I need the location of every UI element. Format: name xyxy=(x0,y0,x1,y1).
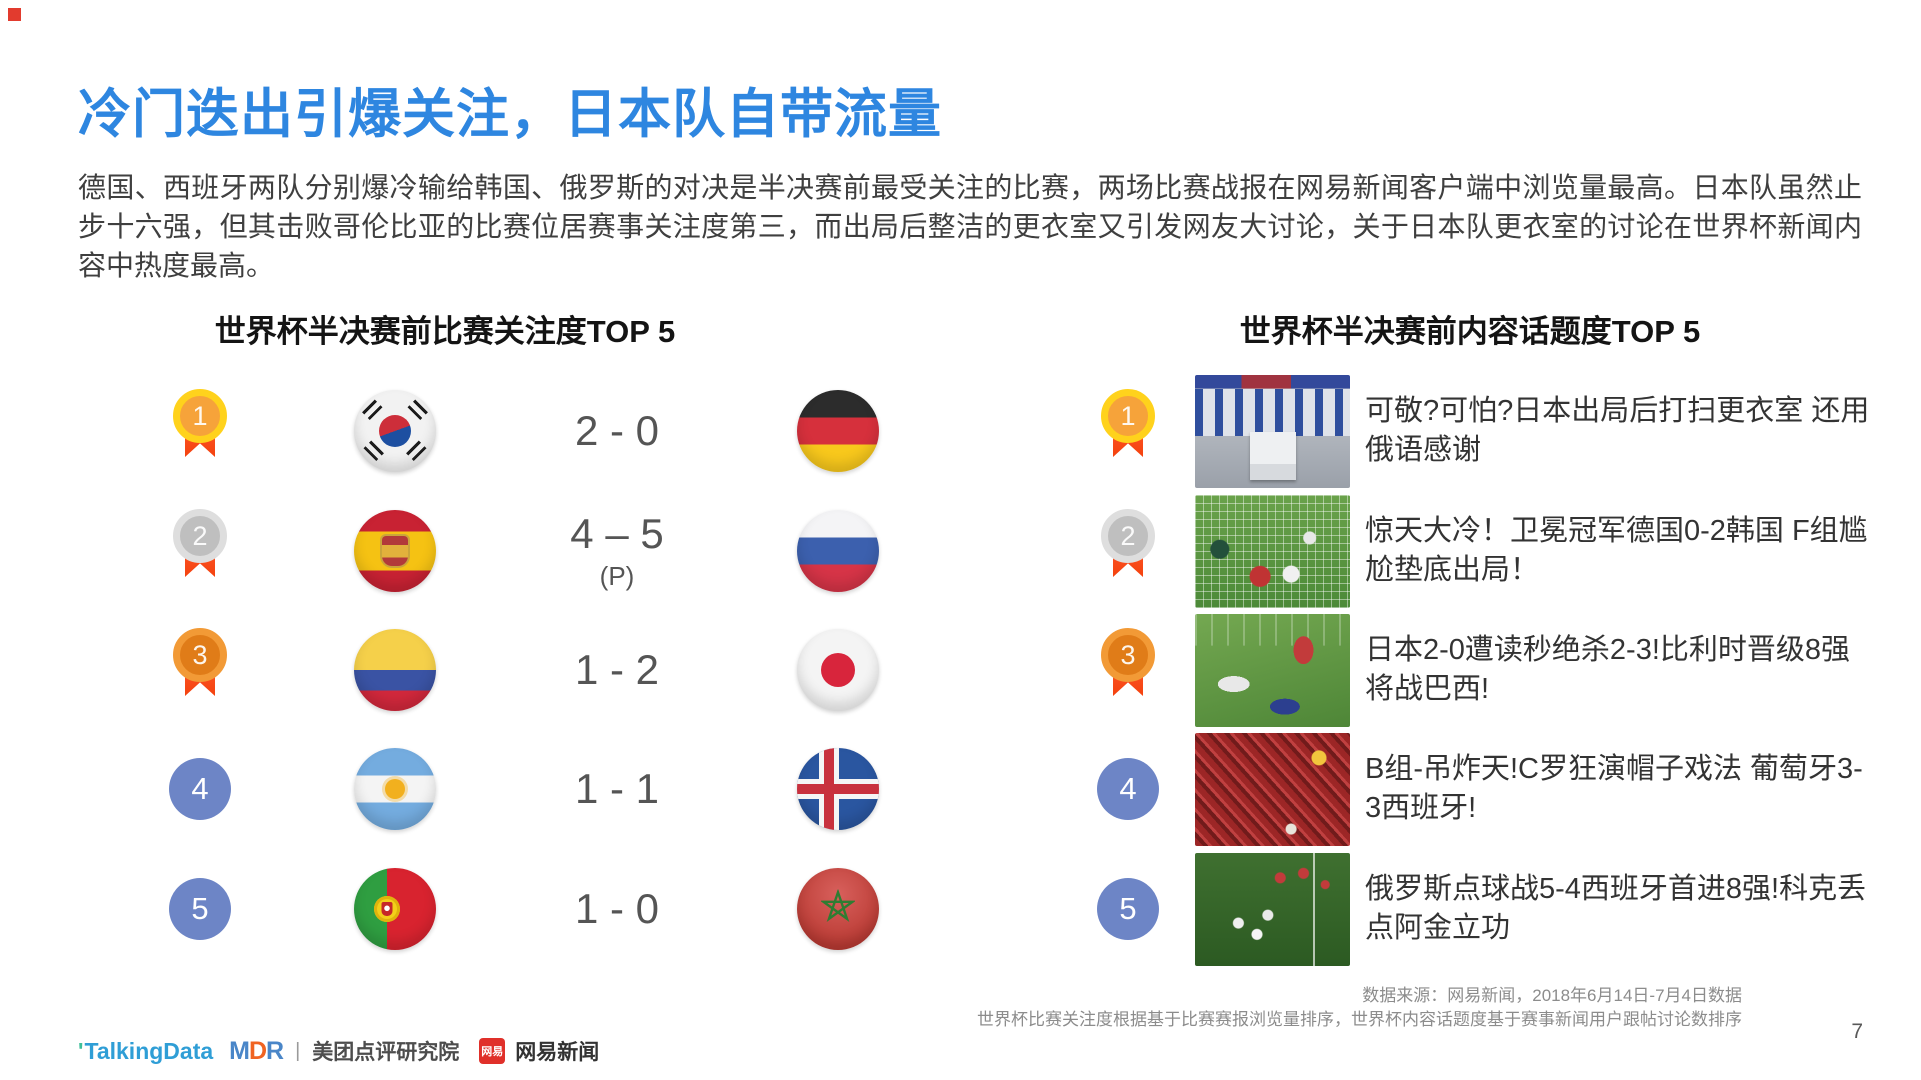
flag-morocco-icon xyxy=(797,868,879,950)
flag-colombia-icon xyxy=(354,629,436,711)
source-line-1: 数据来源：网易新闻，2018年6月14日-7月4日数据 xyxy=(1362,986,1742,1005)
match-row: 2 4 – 5 (P) xyxy=(0,491,1921,611)
medal-coin-icon: 2 xyxy=(173,509,227,563)
match-score: 4 – 5 (P) xyxy=(570,491,663,611)
medal-coin-icon: 3 xyxy=(173,628,227,682)
flag-south-korea-icon xyxy=(354,390,436,472)
news-headline: 俄罗斯点球战5-4西班牙首进8强!科克丢点阿金立功 xyxy=(1365,873,1867,944)
rank-badge: 5 xyxy=(1091,849,1165,961)
match-row: 1 2 - 0 xyxy=(0,371,1921,491)
mdr-logo: MDR xyxy=(229,1036,284,1065)
rank-number: 2 xyxy=(1120,520,1136,551)
topic-row: 3 日本2-0遭读秒绝杀2-3!比利时晋级8强将战巴西! xyxy=(0,610,1921,730)
rank-number: 5 xyxy=(1119,891,1137,926)
thumbnail-players-pitch xyxy=(1195,614,1350,727)
score-value: 2 - 0 xyxy=(574,407,660,454)
source-line-2: 世界杯比赛关注度根据基于比赛赛报浏览量排序，世界杯内容话题度基于赛事新闻用户跟帖… xyxy=(977,1010,1742,1029)
news-headline: 日本2-0遭读秒绝杀2-3!比利时晋级8强将战巴西! xyxy=(1365,634,1851,705)
rank-badge: 1 xyxy=(1091,371,1165,483)
summary-paragraph: 德国、西班牙两队分别爆冷输给韩国、俄罗斯的对决是半决赛前最受关注的比赛，两场比赛… xyxy=(78,172,1862,281)
page-number: 7 xyxy=(1851,1020,1863,1043)
rank-number: 5 xyxy=(191,891,209,926)
thumbnail-locker-room xyxy=(1195,375,1350,488)
match-score: 2 - 0 xyxy=(575,371,659,491)
score-value: 1 - 0 xyxy=(574,885,660,932)
thumbnail-red-fans xyxy=(1195,733,1350,846)
medal-coin-icon: 1 xyxy=(1101,389,1155,443)
medal-coin-icon: 5 xyxy=(1097,878,1159,940)
topic-row: 2 惊天大冷！卫冕冠军德国0-2韩国 F组尴尬垫底出局！ xyxy=(0,491,1921,611)
thumbnail-goal-upset xyxy=(1195,495,1350,608)
flag-germany-icon xyxy=(797,390,879,472)
match-row: 5 1 - 0 xyxy=(0,849,1921,969)
flag-portugal-icon xyxy=(354,868,436,950)
match-row: 4 1 - 1 xyxy=(0,729,1921,849)
rank-badge: 2 xyxy=(1091,491,1165,603)
rank-number: 1 xyxy=(1120,400,1136,431)
score-note: (P) xyxy=(599,561,635,591)
rank-badge: 5 xyxy=(163,849,237,961)
medal-coin-icon: 3 xyxy=(1101,628,1155,682)
rank-number: 4 xyxy=(1119,771,1137,806)
match-score: 1 - 0 xyxy=(575,849,659,969)
rank-number: 3 xyxy=(192,639,208,670)
rank-number: 3 xyxy=(1120,639,1136,670)
news-headline: 惊天大冷！卫冕冠军德国0-2韩国 F组尴尬垫底出局！ xyxy=(1365,515,1868,586)
meituan-dianping-institute-logo: 美团点评研究院 xyxy=(312,1041,460,1064)
topic-panel-header: 世界杯半决赛前内容话题度TOP 5 xyxy=(1239,314,1701,349)
news-headline: 可敬?可怕?日本出局后打扫更衣室 还用俄语感谢 xyxy=(1365,395,1870,466)
match-score: 1 - 1 xyxy=(575,729,659,849)
data-source-note: 数据来源：网易新闻，2018年6月14日-7月4日数据 世界杯比赛关注度根据基于… xyxy=(977,984,1742,1032)
rank-number: 4 xyxy=(191,771,209,806)
rank-badge: 2 xyxy=(163,491,237,603)
score-value: 4 – 5 xyxy=(570,510,664,557)
netease-news-logo: 网易新闻 xyxy=(515,1041,600,1064)
netease-badge-icon: 网易 xyxy=(479,1038,506,1064)
rank-badge: 4 xyxy=(163,729,237,841)
talkingdata-tick-icon: ' xyxy=(78,1037,84,1064)
news-headline: B组-吊炸天!C罗狂演帽子戏法 葡萄牙3-3西班牙! xyxy=(1365,753,1863,824)
match-panel-header: 世界杯半决赛前比赛关注度TOP 5 xyxy=(214,314,676,349)
topic-row: 4 B组-吊炸天!C罗狂演帽子戏法 葡萄牙3-3西班牙! xyxy=(0,729,1921,849)
score-value: 1 - 2 xyxy=(574,646,660,693)
flag-iceland-icon xyxy=(797,748,879,830)
score-value: 1 - 1 xyxy=(574,765,660,812)
medal-coin-icon: 4 xyxy=(169,758,231,820)
flag-argentina-icon xyxy=(354,748,436,830)
match-score: 1 - 2 xyxy=(575,610,659,730)
thumbnail-team-celebration xyxy=(1195,853,1350,966)
flag-russia-icon xyxy=(797,510,879,592)
flag-japan-icon xyxy=(797,629,879,711)
topic-row: 5 俄罗斯点球战5-4西班牙首进8强!科克丢点阿金立功 xyxy=(0,849,1921,969)
rank-badge: 3 xyxy=(1091,610,1165,722)
rank-badge: 1 xyxy=(163,371,237,483)
logo-divider: | xyxy=(295,1039,301,1062)
match-row: 3 1 - 2 xyxy=(0,610,1921,730)
talkingdata-logo: 'TalkingData xyxy=(78,1037,214,1064)
page-title: 冷门迭出引爆关注，日本队自带流量 xyxy=(78,85,942,144)
rank-badge: 4 xyxy=(1091,729,1165,841)
medal-coin-icon: 5 xyxy=(169,878,231,940)
rank-number: 1 xyxy=(192,400,208,431)
corner-mark xyxy=(8,8,21,21)
medal-coin-icon: 2 xyxy=(1101,509,1155,563)
medal-coin-icon: 1 xyxy=(173,389,227,443)
topic-row: 1 可敬?可怕?日本出局后打扫更衣室 还用俄语感谢 xyxy=(0,371,1921,491)
footer-logos: 'TalkingData MDR | 美团点评研究院 网易 网易新闻 xyxy=(78,1036,599,1066)
medal-coin-icon: 4 xyxy=(1097,758,1159,820)
flag-spain-icon xyxy=(354,510,436,592)
rank-number: 2 xyxy=(192,520,208,551)
rank-badge: 3 xyxy=(163,610,237,722)
